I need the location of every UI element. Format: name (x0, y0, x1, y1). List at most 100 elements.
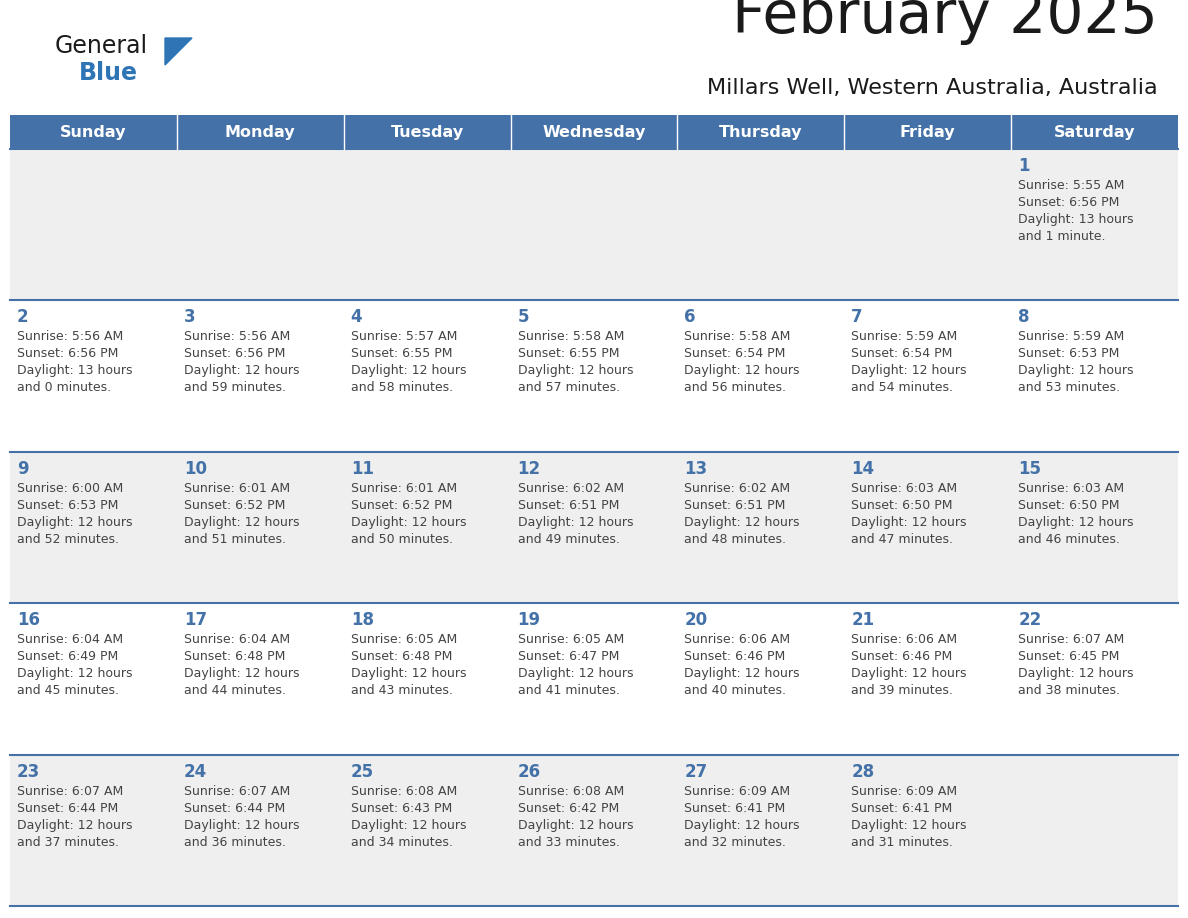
Text: 12: 12 (518, 460, 541, 477)
Text: and 50 minutes.: and 50 minutes. (350, 532, 453, 546)
Text: 20: 20 (684, 611, 708, 629)
Text: and 45 minutes.: and 45 minutes. (17, 684, 119, 697)
Text: Sunset: 6:50 PM: Sunset: 6:50 PM (852, 498, 953, 512)
Text: Sunset: 6:53 PM: Sunset: 6:53 PM (1018, 347, 1119, 361)
Text: Sunrise: 6:09 AM: Sunrise: 6:09 AM (852, 785, 958, 798)
Text: 6: 6 (684, 308, 696, 327)
Text: Daylight: 12 hours: Daylight: 12 hours (1018, 516, 1133, 529)
Text: Daylight: 12 hours: Daylight: 12 hours (350, 364, 466, 377)
Text: Sunset: 6:56 PM: Sunset: 6:56 PM (17, 347, 119, 361)
Bar (845, 115, 1011, 149)
Text: and 43 minutes.: and 43 minutes. (350, 684, 453, 697)
Text: and 38 minutes.: and 38 minutes. (1018, 684, 1120, 697)
Text: Sunset: 6:51 PM: Sunset: 6:51 PM (518, 498, 619, 512)
Text: Sunset: 6:41 PM: Sunset: 6:41 PM (684, 801, 785, 814)
Text: 21: 21 (852, 611, 874, 629)
Text: 25: 25 (350, 763, 374, 780)
Text: Daylight: 12 hours: Daylight: 12 hours (684, 516, 800, 529)
Text: Daylight: 12 hours: Daylight: 12 hours (184, 516, 299, 529)
Text: 11: 11 (350, 460, 374, 477)
Bar (10, 300, 1178, 452)
Text: Daylight: 12 hours: Daylight: 12 hours (350, 516, 466, 529)
Text: Monday: Monday (225, 125, 296, 140)
Text: Sunset: 6:49 PM: Sunset: 6:49 PM (17, 650, 119, 663)
Text: and 54 minutes.: and 54 minutes. (852, 381, 953, 395)
Text: Sunset: 6:46 PM: Sunset: 6:46 PM (852, 650, 953, 663)
Text: and 33 minutes.: and 33 minutes. (518, 835, 619, 848)
Text: Sunrise: 5:58 AM: Sunrise: 5:58 AM (518, 330, 624, 343)
Text: Sunrise: 6:09 AM: Sunrise: 6:09 AM (684, 785, 790, 798)
Text: General: General (55, 34, 148, 58)
Text: 22: 22 (1018, 611, 1042, 629)
Bar (511, 115, 677, 149)
Text: Thursday: Thursday (719, 125, 803, 140)
Text: and 37 minutes.: and 37 minutes. (17, 835, 119, 848)
Text: Sunrise: 6:05 AM: Sunrise: 6:05 AM (518, 633, 624, 646)
Text: Daylight: 12 hours: Daylight: 12 hours (518, 667, 633, 680)
Text: 4: 4 (350, 308, 362, 327)
Text: Daylight: 12 hours: Daylight: 12 hours (852, 819, 967, 832)
Text: 16: 16 (17, 611, 40, 629)
Text: and 36 minutes.: and 36 minutes. (184, 835, 286, 848)
Text: Sunrise: 6:02 AM: Sunrise: 6:02 AM (684, 482, 790, 495)
Text: Sunset: 6:56 PM: Sunset: 6:56 PM (1018, 196, 1119, 209)
Text: Blue: Blue (78, 61, 138, 85)
Text: Sunrise: 6:05 AM: Sunrise: 6:05 AM (350, 633, 457, 646)
Text: Sunset: 6:56 PM: Sunset: 6:56 PM (184, 347, 285, 361)
Text: Sunrise: 6:03 AM: Sunrise: 6:03 AM (1018, 482, 1124, 495)
Text: Sunrise: 6:07 AM: Sunrise: 6:07 AM (184, 785, 290, 798)
Text: and 39 minutes.: and 39 minutes. (852, 684, 953, 697)
Text: Sunrise: 6:07 AM: Sunrise: 6:07 AM (1018, 633, 1124, 646)
Text: 18: 18 (350, 611, 374, 629)
Text: Sunday: Sunday (61, 125, 127, 140)
Text: and 48 minutes.: and 48 minutes. (684, 532, 786, 546)
Text: Sunrise: 5:56 AM: Sunrise: 5:56 AM (184, 330, 290, 343)
Text: Sunrise: 5:58 AM: Sunrise: 5:58 AM (684, 330, 791, 343)
Text: Sunset: 6:44 PM: Sunset: 6:44 PM (184, 801, 285, 814)
Text: Daylight: 12 hours: Daylight: 12 hours (518, 819, 633, 832)
Text: Daylight: 12 hours: Daylight: 12 hours (350, 819, 466, 832)
Text: Sunset: 6:52 PM: Sunset: 6:52 PM (350, 498, 453, 512)
Text: 15: 15 (1018, 460, 1041, 477)
Text: and 59 minutes.: and 59 minutes. (184, 381, 286, 395)
Text: Sunrise: 6:04 AM: Sunrise: 6:04 AM (184, 633, 290, 646)
Text: Daylight: 12 hours: Daylight: 12 hours (1018, 364, 1133, 377)
Text: and 46 minutes.: and 46 minutes. (1018, 532, 1120, 546)
Text: Daylight: 12 hours: Daylight: 12 hours (350, 667, 466, 680)
Text: and 58 minutes.: and 58 minutes. (350, 381, 453, 395)
Bar (1011, 115, 1178, 149)
Text: Sunrise: 6:07 AM: Sunrise: 6:07 AM (17, 785, 124, 798)
Text: Daylight: 12 hours: Daylight: 12 hours (852, 364, 967, 377)
Text: 24: 24 (184, 763, 207, 780)
Text: 7: 7 (852, 308, 862, 327)
Text: Daylight: 13 hours: Daylight: 13 hours (17, 364, 133, 377)
Text: 26: 26 (518, 763, 541, 780)
Text: and 41 minutes.: and 41 minutes. (518, 684, 619, 697)
Bar (10, 452, 1178, 603)
Text: Tuesday: Tuesday (391, 125, 463, 140)
Text: 14: 14 (852, 460, 874, 477)
Text: Daylight: 12 hours: Daylight: 12 hours (684, 819, 800, 832)
Text: Sunrise: 6:01 AM: Sunrise: 6:01 AM (350, 482, 457, 495)
Text: Sunrise: 6:06 AM: Sunrise: 6:06 AM (852, 633, 958, 646)
Text: Sunset: 6:41 PM: Sunset: 6:41 PM (852, 801, 953, 814)
Text: Wednesday: Wednesday (542, 125, 646, 140)
Text: Sunset: 6:51 PM: Sunset: 6:51 PM (684, 498, 785, 512)
Text: Daylight: 12 hours: Daylight: 12 hours (184, 819, 299, 832)
Text: Sunset: 6:48 PM: Sunset: 6:48 PM (350, 650, 453, 663)
Text: Sunrise: 5:59 AM: Sunrise: 5:59 AM (1018, 330, 1124, 343)
Text: Daylight: 12 hours: Daylight: 12 hours (17, 819, 133, 832)
Text: Sunset: 6:53 PM: Sunset: 6:53 PM (17, 498, 119, 512)
Bar (10, 603, 1178, 755)
Text: and 57 minutes.: and 57 minutes. (518, 381, 620, 395)
Text: and 32 minutes.: and 32 minutes. (684, 835, 786, 848)
Text: Sunrise: 5:56 AM: Sunrise: 5:56 AM (17, 330, 124, 343)
Text: Daylight: 12 hours: Daylight: 12 hours (184, 667, 299, 680)
Text: 3: 3 (184, 308, 196, 327)
Text: Sunset: 6:47 PM: Sunset: 6:47 PM (518, 650, 619, 663)
Text: Sunrise: 6:00 AM: Sunrise: 6:00 AM (17, 482, 124, 495)
Text: Daylight: 12 hours: Daylight: 12 hours (518, 516, 633, 529)
Text: Daylight: 12 hours: Daylight: 12 hours (852, 667, 967, 680)
Text: Sunrise: 6:08 AM: Sunrise: 6:08 AM (350, 785, 457, 798)
Text: Sunset: 6:55 PM: Sunset: 6:55 PM (350, 347, 453, 361)
